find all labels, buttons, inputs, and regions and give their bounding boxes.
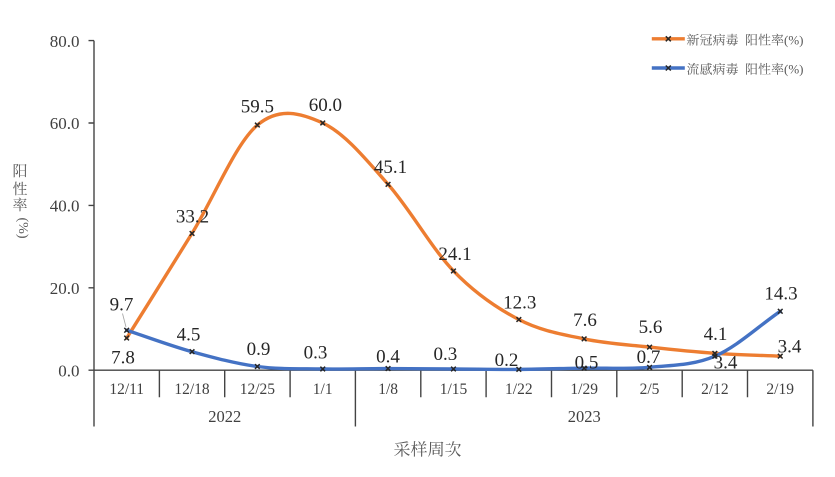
svg-text:80.0: 80.0 xyxy=(50,32,80,51)
svg-text:24.1: 24.1 xyxy=(438,244,471,265)
svg-text:1/15: 1/15 xyxy=(440,381,468,398)
svg-text:0.5: 0.5 xyxy=(575,353,599,374)
svg-text:1/8: 1/8 xyxy=(378,381,398,398)
svg-text:33.2: 33.2 xyxy=(176,207,209,228)
svg-text:0.3: 0.3 xyxy=(434,344,458,365)
svg-text:2022: 2022 xyxy=(208,407,241,426)
svg-text:3.4: 3.4 xyxy=(778,337,802,358)
svg-text:2023: 2023 xyxy=(568,407,601,426)
svg-text:4.5: 4.5 xyxy=(177,325,201,346)
svg-text:(%): (%) xyxy=(15,218,30,239)
svg-text:3.4: 3.4 xyxy=(714,353,738,374)
svg-text:2/19: 2/19 xyxy=(766,381,794,398)
svg-text:59.5: 59.5 xyxy=(241,96,274,117)
svg-text:0.0: 0.0 xyxy=(58,361,79,380)
svg-text:45.1: 45.1 xyxy=(374,157,407,178)
svg-text:60.0: 60.0 xyxy=(309,95,342,116)
svg-text:0.2: 0.2 xyxy=(495,350,519,371)
svg-text:12/18: 12/18 xyxy=(174,381,210,398)
svg-text:9.7: 9.7 xyxy=(110,295,134,316)
svg-text:40.0: 40.0 xyxy=(50,197,80,216)
svg-text:2/5: 2/5 xyxy=(640,381,660,398)
svg-text:14.3: 14.3 xyxy=(764,284,797,305)
svg-text:12/11: 12/11 xyxy=(109,381,144,398)
svg-text:0.3: 0.3 xyxy=(304,343,328,364)
svg-text:2/12: 2/12 xyxy=(701,381,729,398)
svg-text:1/1: 1/1 xyxy=(313,381,333,398)
svg-text:7.8: 7.8 xyxy=(111,348,135,369)
svg-text:(%): (%) xyxy=(784,32,804,47)
svg-text:0.9: 0.9 xyxy=(247,339,271,360)
svg-text:12.3: 12.3 xyxy=(503,293,536,314)
svg-text:12/25: 12/25 xyxy=(240,381,276,398)
svg-text:7.6: 7.6 xyxy=(573,310,597,331)
svg-text:0.4: 0.4 xyxy=(376,347,400,368)
svg-text:20.0: 20.0 xyxy=(50,279,80,298)
svg-text:1/22: 1/22 xyxy=(505,381,533,398)
svg-text:4.1: 4.1 xyxy=(704,324,728,345)
svg-text:1/29: 1/29 xyxy=(570,381,598,398)
svg-text:60.0: 60.0 xyxy=(50,114,80,133)
svg-text:(%): (%) xyxy=(784,62,804,77)
svg-text:0.7: 0.7 xyxy=(637,347,661,368)
svg-text:5.6: 5.6 xyxy=(639,317,663,338)
